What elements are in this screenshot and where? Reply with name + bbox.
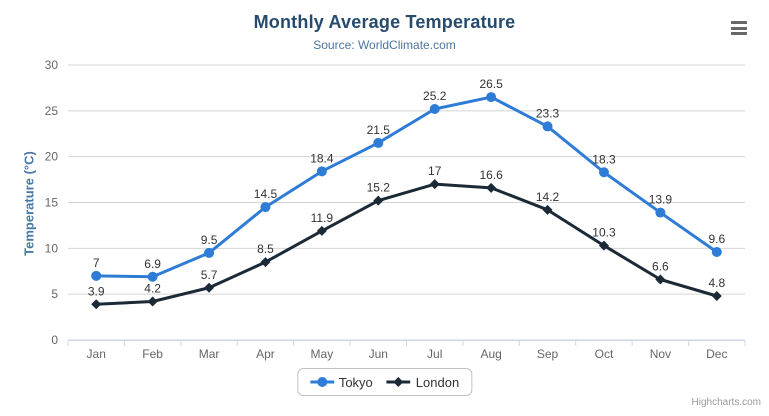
tokyo-marker[interactable]: [542, 121, 553, 132]
london-marker[interactable]: [429, 179, 440, 190]
tokyo-marker[interactable]: [373, 137, 384, 148]
chart-subtitle: Source: WorldClimate.com: [313, 38, 456, 52]
y-axis-label: 0: [51, 333, 58, 347]
x-axis-label: Feb: [142, 347, 163, 361]
x-axis-label: Jan: [87, 347, 106, 361]
london-data-label: 15.2: [367, 181, 391, 195]
london-marker[interactable]: [598, 240, 609, 251]
legend-item-london[interactable]: London: [386, 374, 460, 390]
y-axis-label: 15: [45, 196, 59, 210]
tokyo-marker[interactable]: [204, 247, 215, 258]
tokyo-marker[interactable]: [486, 92, 497, 103]
hamburger-menu-icon[interactable]: [727, 19, 751, 39]
tokyo-marker[interactable]: [711, 247, 722, 257]
london-series-line[interactable]: [94, 182, 719, 306]
london-marker[interactable]: [542, 204, 553, 215]
london-marker[interactable]: [711, 291, 722, 301]
london-marker[interactable]: [260, 257, 271, 268]
hamburger-bar: [731, 21, 747, 24]
y-axis-label: 25: [45, 104, 59, 118]
london-marker[interactable]: [373, 195, 384, 206]
tokyo-data-label: 9.5: [201, 233, 218, 247]
credits-link[interactable]: Highcharts.com: [691, 397, 761, 408]
x-axis-label: Oct: [595, 347, 614, 361]
london-data-label: 14.2: [536, 190, 560, 204]
x-axis-label: Dec: [706, 347, 727, 361]
tokyo-legend-marker-icon: [309, 377, 334, 387]
london-marker[interactable]: [204, 282, 215, 293]
london-marker[interactable]: [486, 182, 497, 193]
tokyo-marker[interactable]: [655, 207, 666, 218]
tokyo-data-label: 25.2: [423, 89, 447, 103]
y-axis-label: 10: [45, 241, 59, 255]
london-data-label: 4.2: [144, 282, 161, 296]
tokyo-marker[interactable]: [598, 167, 609, 178]
legend: Tokyo London: [296, 368, 473, 396]
y-axis-title: Temperature (°C): [21, 151, 37, 256]
hamburger-bar: [731, 32, 747, 35]
london-data-label: 6.6: [652, 260, 669, 274]
x-axis-label: Sep: [537, 347, 559, 361]
x-axis-label: Jul: [427, 347, 442, 361]
tokyo-marker[interactable]: [260, 202, 271, 213]
x-axis-label: Mar: [199, 347, 220, 361]
tokyo-marker[interactable]: [429, 104, 440, 114]
legend-label-london: London: [415, 374, 460, 390]
tokyo-marker[interactable]: [91, 270, 102, 281]
london-marker[interactable]: [655, 274, 666, 285]
london-data-label: 17: [428, 164, 442, 178]
y-axis-label: 30: [45, 58, 59, 72]
london-data-label: 11.9: [311, 211, 334, 225]
tokyo-data-label: 13.9: [649, 193, 673, 207]
london-data-label: 8.5: [257, 242, 274, 256]
x-axis-label: May: [311, 347, 334, 361]
x-axis-label: Apr: [256, 347, 275, 361]
london-legend-marker-icon: [386, 377, 411, 387]
tokyo-data-label: 21.5: [367, 123, 391, 137]
london-data-label: 16.6: [479, 168, 503, 182]
tokyo-marker[interactable]: [316, 166, 327, 177]
tokyo-data-label: 23.3: [536, 106, 560, 120]
legend-item-tokyo[interactable]: Tokyo: [309, 374, 373, 390]
x-axis-label: Aug: [480, 347, 501, 361]
tokyo-data-label: 18.4: [310, 151, 334, 165]
london-marker[interactable]: [147, 296, 158, 307]
london-data-label: 4.8: [708, 276, 725, 290]
y-axis-label: 5: [51, 287, 58, 301]
tokyo-data-label: 14.5: [254, 187, 278, 201]
london-data-label: 3.9: [88, 284, 105, 298]
london-marker[interactable]: [316, 225, 327, 236]
x-axis-label: Jun: [369, 347, 388, 361]
hamburger-bar: [731, 26, 747, 30]
london-marker[interactable]: [91, 299, 102, 310]
tokyo-data-label: 6.9: [144, 257, 161, 271]
tokyo-data-label: 7: [93, 256, 100, 270]
legend-label-tokyo: Tokyo: [338, 374, 373, 390]
london-data-label: 5.7: [201, 268, 218, 282]
tokyo-data-label: 26.5: [479, 77, 503, 91]
tokyo-marker[interactable]: [147, 271, 158, 282]
x-axis-label: Nov: [650, 347, 671, 361]
tokyo-data-label: 9.6: [708, 232, 725, 246]
tokyo-series-line[interactable]: [94, 95, 719, 279]
tokyo-data-label: 18.3: [592, 152, 616, 166]
y-axis-label: 20: [45, 150, 59, 164]
chart-title: Monthly Average Temperature: [253, 12, 516, 32]
london-data-label: 10.3: [592, 226, 616, 240]
